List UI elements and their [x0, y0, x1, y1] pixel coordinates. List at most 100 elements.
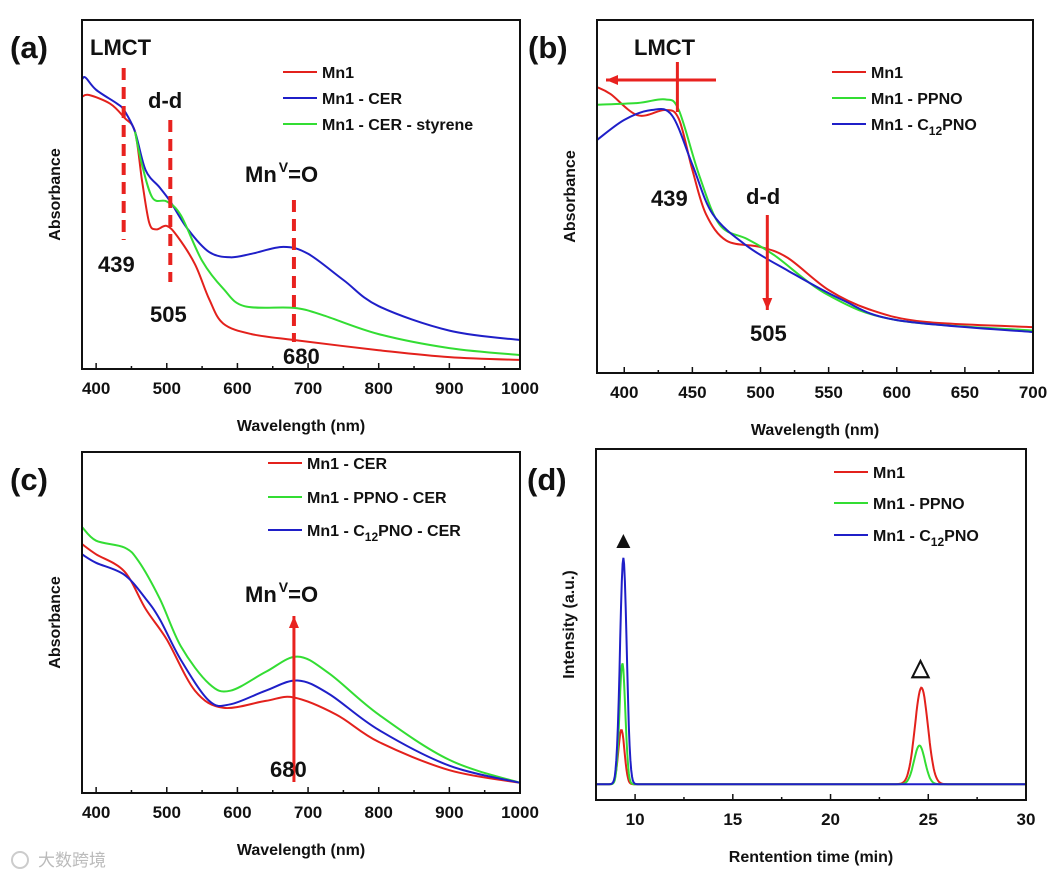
- arrowhead-icon: [288, 616, 299, 628]
- legend-entry: Mn1: [834, 465, 905, 482]
- legend-entry: Mn1 - PPNO: [834, 496, 965, 513]
- mn-text: Mn: [245, 582, 277, 607]
- panel-label: (c): [10, 462, 48, 497]
- series-line-mn1-ppno-cer: [82, 526, 520, 784]
- mn-text: Mn: [245, 162, 277, 187]
- x-tick-label: 600: [223, 379, 251, 398]
- series-line-mn1-c12pno-cer: [82, 553, 520, 784]
- panel-label: (b): [528, 30, 568, 65]
- series-line-mn1: [597, 86, 1033, 329]
- oxo-text: =O: [288, 582, 318, 607]
- plot-area: [597, 86, 1033, 334]
- legend-text: Mn1 - C: [307, 523, 365, 540]
- series-line-mn1-ppno: [596, 663, 1026, 786]
- panel-label: (d): [527, 462, 567, 497]
- plot-area: [82, 526, 520, 784]
- plot-area: [596, 557, 1026, 786]
- legend-entry: Mn1: [283, 65, 354, 82]
- product-peak-marker-icon: ▲: [611, 527, 635, 554]
- legend-text: Mn1 - C: [871, 117, 929, 134]
- x-axis-label: Wavelength (nm): [237, 418, 365, 435]
- legend-label: Mn1: [322, 65, 354, 82]
- series-line-mn1-c12pno: [596, 557, 1026, 786]
- legend-entry: Mn1 - C12PNO: [834, 528, 979, 549]
- x-tick-label: 1000: [501, 379, 539, 398]
- legend-label: Mn1: [871, 65, 903, 82]
- x-tick-label: 400: [610, 383, 638, 402]
- legend-subscript: 12: [365, 530, 379, 544]
- legend-entry: Mn1: [832, 65, 903, 82]
- plot-frame: [596, 19, 1034, 374]
- oxo-text: =O: [288, 162, 318, 187]
- legend-text: Mn1 - PPNO: [871, 91, 963, 108]
- plot-frame: [595, 448, 1027, 801]
- d-d-label: d-d: [746, 184, 780, 209]
- substrate-peak-marker-icon: △: [910, 654, 931, 681]
- legend-label: Mn1 - C12PNO: [873, 528, 979, 549]
- peak-439-label: 439: [651, 186, 688, 211]
- peak-439-label: 439: [98, 252, 135, 277]
- watermark-logo-icon: [11, 851, 29, 869]
- series-line-mn1: [82, 93, 520, 361]
- legend-text: Mn1: [871, 65, 903, 82]
- series-line-mn1-cer: [82, 543, 520, 784]
- lmct-label: LMCT: [90, 35, 152, 60]
- legend-entry: Mn1 - CER: [268, 456, 387, 473]
- peak-680-label: 680: [270, 757, 307, 782]
- legend-label: Mn1 - CER: [322, 91, 402, 108]
- legend-entry: Mn1 - PPNO - CER: [268, 490, 447, 507]
- x-tick-label: 700: [294, 803, 322, 822]
- legend-text: Mn1 - C: [873, 528, 931, 545]
- y-axis-label: Absorbance: [47, 576, 64, 669]
- legend-text: Mn1 - CER: [322, 91, 402, 108]
- legend-label: Mn1 - C12PNO: [871, 117, 977, 138]
- legend-text: PNO: [944, 528, 979, 545]
- x-tick-label: 500: [746, 383, 774, 402]
- x-axis-label: Rentention time (min): [729, 849, 893, 866]
- x-tick-label: 1000: [501, 803, 539, 822]
- x-tick-label: 400: [82, 379, 110, 398]
- plot-frame: [81, 19, 521, 370]
- x-tick-label: 650: [951, 383, 979, 402]
- y-axis-label: Intensity (a.u.): [561, 570, 578, 678]
- legend-label: Mn1 - CER: [307, 456, 387, 473]
- x-tick-label: 10: [626, 810, 645, 829]
- peak-505-label: 505: [150, 302, 187, 327]
- legend-label: Mn1: [873, 465, 905, 482]
- x-tick-label: 600: [223, 803, 251, 822]
- x-tick-label: 20: [821, 810, 840, 829]
- x-axis-label: Wavelength (nm): [237, 842, 365, 859]
- legend-label: Mn1 - CER - styrene: [322, 117, 473, 134]
- x-tick-label: 700: [294, 379, 322, 398]
- legend-text: Mn1 - PPNO: [873, 496, 965, 513]
- panel-b: (b) 400 450 500 550 600 650 700 Wavelength (nm) A…: [528, 19, 1047, 439]
- y-axis-label: Absorbance: [47, 148, 64, 241]
- x-axis-label: Wavelength (nm): [751, 422, 879, 439]
- panel-label: (a): [10, 30, 48, 65]
- legend-entry: Mn1 - CER: [283, 91, 402, 108]
- legend-text: PNO: [942, 117, 977, 134]
- legend-text: Mn1: [873, 465, 905, 482]
- superscript-v: V: [279, 159, 289, 175]
- legend-label: Mn1 - PPNO: [871, 91, 963, 108]
- legend-subscript: 12: [929, 124, 943, 138]
- legend-text: Mn1: [322, 65, 354, 82]
- panel-a: (a) 400 500 600 700 800 900 1000 Wavelength (nm)…: [10, 19, 539, 435]
- x-tick-label: 900: [435, 803, 463, 822]
- legend-text: Mn1 - PPNO - CER: [307, 490, 447, 507]
- mn-v-oxo-label: Mn V=O: [245, 159, 318, 187]
- legend-entry: Mn1 - C12PNO: [832, 117, 977, 138]
- legend-entry: Mn1 - PPNO: [832, 91, 963, 108]
- d-d-label: d-d: [148, 88, 182, 113]
- x-tick-label: 15: [723, 810, 742, 829]
- x-tick-label: 550: [814, 383, 842, 402]
- series-line-mn1-cer-styrene: [134, 131, 520, 356]
- legend-label: Mn1 - PPNO - CER: [307, 490, 447, 507]
- watermark: 大数跨境: [38, 851, 106, 870]
- x-tick-label: 700: [1019, 383, 1047, 402]
- plot-frame: [81, 451, 521, 794]
- peak-505-label: 505: [750, 321, 787, 346]
- x-tick-label: 25: [919, 810, 938, 829]
- x-tick-label: 800: [365, 379, 393, 398]
